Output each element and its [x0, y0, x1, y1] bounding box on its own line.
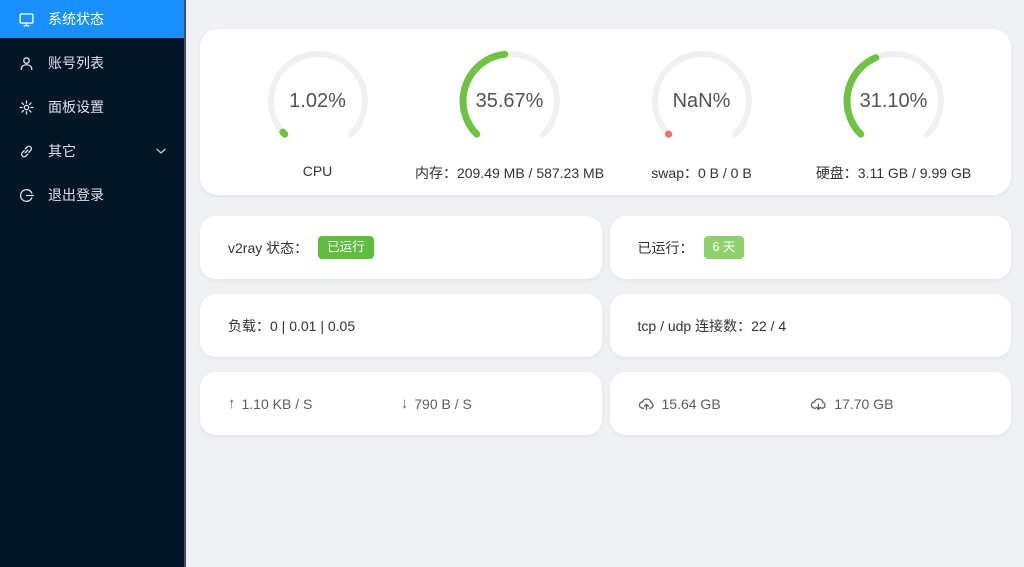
sidebar-item-panel-settings[interactable]: 面板设置: [0, 88, 184, 126]
swap-percent: NaN%: [672, 89, 731, 112]
memory-gauge-dial: 35.67%: [456, 47, 564, 155]
disk-gauge-dial: 31.10%: [840, 47, 948, 155]
cpu-gauge-dial: 1.02%: [264, 47, 372, 155]
uptime-label: 已运行：: [637, 239, 694, 256]
total-upload: 15.64 GB: [610, 395, 811, 412]
cloud-upload-icon: [638, 395, 655, 412]
v2ray-status-badge: 已运行: [318, 236, 374, 259]
swap-gauge-dial: NaN%: [648, 47, 756, 155]
monitor-icon: [18, 11, 35, 28]
memory-percent: 35.67%: [475, 89, 544, 112]
upload-speed-value: 1.10 KB / S: [241, 395, 313, 412]
connections-value: 22 / 4: [751, 317, 787, 334]
download-speed-value: 790 B / S: [414, 395, 472, 412]
sidebar-item-label: 其它: [48, 143, 76, 159]
user-icon: [18, 55, 35, 72]
status-row-2: 负载： 0 | 0.01 | 0.05 tcp / udp 连接数： 22 / …: [200, 294, 1011, 357]
status-row-3: ↑ 1.10 KB / S ↓ 790 B / S 15.64 GB 17.70…: [200, 372, 1011, 435]
down-arrow-icon: ↓: [400, 395, 409, 412]
uptime-card: 已运行： 6 天: [609, 216, 1011, 279]
sidebar: 系统状态 账号列表 面板设置 其它 退出登: [0, 0, 186, 567]
gauge-disk: 31.10% 硬盘：3.11 GB / 9.99 GB: [798, 47, 990, 183]
sidebar-item-account-list[interactable]: 账号列表: [0, 44, 184, 82]
link-icon: [18, 143, 35, 160]
load-value: 0 | 0.01 | 0.05: [270, 317, 356, 334]
download-speed: ↓ 790 B / S: [401, 395, 602, 412]
gauge-swap: NaN% swap：0 B / 0 B: [606, 47, 798, 183]
sidebar-item-other[interactable]: 其它: [0, 132, 184, 170]
up-arrow-icon: ↑: [228, 395, 236, 412]
uptime-badge: 6 天: [703, 236, 745, 259]
connections-card: tcp / udp 连接数： 22 / 4: [609, 294, 1011, 357]
sidebar-item-label: 退出登录: [48, 187, 104, 203]
upload-speed: ↑ 1.10 KB / S: [200, 395, 401, 412]
network-speed-card: ↑ 1.10 KB / S ↓ 790 B / S: [200, 372, 602, 435]
gauge-cpu: 1.02% CPU: [222, 47, 414, 179]
main-content: 1.02% CPU 35.67% 内存：209.49 MB / 587.23 M…: [186, 0, 1024, 567]
sidebar-item-logout[interactable]: 退出登录: [0, 176, 184, 214]
network-total-card: 15.64 GB 17.70 GB: [609, 372, 1011, 435]
sidebar-item-label: 账号列表: [48, 55, 104, 71]
disk-label: 硬盘：3.11 GB / 9.99 GB: [815, 165, 972, 181]
disk-percent: 31.10%: [859, 89, 928, 112]
total-download: 17.70 GB: [810, 395, 1011, 412]
gauge-memory: 35.67% 内存：209.49 MB / 587.23 MB: [414, 47, 606, 183]
load-card: 负载： 0 | 0.01 | 0.05: [200, 294, 602, 357]
cpu-percent: 1.02%: [289, 89, 346, 112]
cloud-download-icon: [810, 395, 827, 412]
sidebar-menu: 系统状态 账号列表 面板设置 其它 退出登: [0, 0, 184, 214]
load-label: 负载：: [228, 317, 270, 334]
logout-icon: [18, 187, 35, 204]
memory-label: 内存：209.49 MB / 587.23 MB: [414, 165, 605, 181]
total-download-value: 17.70 GB: [834, 395, 894, 412]
cpu-label: CPU: [302, 163, 333, 179]
system-status-card: 1.02% CPU 35.67% 内存：209.49 MB / 587.23 M…: [200, 29, 1011, 195]
sidebar-item-label: 面板设置: [48, 99, 104, 115]
swap-label: swap：0 B / 0 B: [651, 165, 752, 181]
sidebar-item-system-status[interactable]: 系统状态: [0, 0, 184, 38]
connections-label: tcp / udp 连接数：: [637, 317, 752, 334]
v2ray-status-card: v2ray 状态： 已运行: [200, 216, 602, 279]
total-upload-value: 15.64 GB: [661, 395, 721, 412]
chevron-down-icon: [156, 148, 166, 155]
sidebar-item-label: 系统状态: [48, 11, 104, 27]
status-row-1: v2ray 状态： 已运行 已运行： 6 天: [200, 216, 1011, 279]
gear-icon: [18, 99, 35, 116]
v2ray-status-label: v2ray 状态：: [228, 239, 309, 256]
